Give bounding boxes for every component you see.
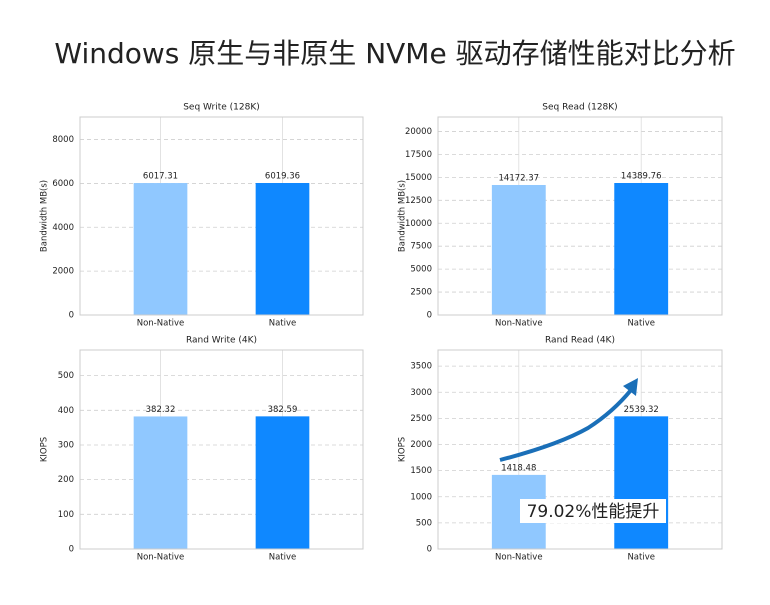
y-tick-label: 6000	[52, 179, 74, 189]
y-tick-label: 15000	[405, 173, 432, 183]
y-tick-label: 0	[427, 311, 432, 321]
y-tick-label: 20000	[405, 127, 432, 137]
x-tick-label: Native	[269, 553, 297, 563]
y-axis-label: KIOPS	[40, 437, 50, 462]
value-label: 382.59	[268, 405, 298, 415]
value-label: 14389.76	[621, 172, 662, 182]
bar	[133, 183, 188, 315]
subplot-title: Rand Write (4K)	[186, 336, 257, 346]
y-axis-label: Bandwidth MB(s)	[398, 180, 408, 252]
y-tick-label: 200	[58, 475, 74, 485]
y-tick-label: 2500	[410, 288, 432, 298]
axes-frame	[79, 349, 364, 550]
y-axis-label: KIOPS	[398, 437, 408, 462]
axes-frame	[79, 116, 364, 316]
value-label: 1418.48	[501, 463, 536, 473]
x-tick-label: Non-Native	[137, 553, 185, 563]
y-tick-label: 400	[58, 406, 74, 416]
y-tick-label: 0	[69, 311, 74, 321]
subplot-title: Rand Read (4K)	[545, 336, 615, 346]
subplot-title: Seq Write (128K)	[183, 103, 260, 113]
y-tick-label: 1500	[410, 466, 432, 476]
y-tick-label: 8000	[52, 135, 74, 145]
annotation-box	[520, 499, 666, 523]
y-tick-label: 3000	[410, 388, 432, 398]
bar	[614, 416, 669, 549]
value-label: 6019.36	[265, 171, 300, 181]
x-tick-label: Non-Native	[495, 319, 543, 329]
arrow-head	[623, 378, 638, 396]
x-tick-label: Native	[627, 319, 655, 329]
x-tick-label: Non-Native	[495, 553, 543, 563]
annotation: 79.02%性能提升	[527, 502, 660, 522]
value-label: 382.32	[146, 405, 176, 415]
value-label: 6017.31	[143, 172, 178, 182]
y-tick-label: 1000	[410, 492, 432, 502]
trend-arrow	[499, 388, 633, 462]
bar	[133, 416, 188, 549]
value-label: 2539.32	[624, 405, 659, 415]
y-tick-label: 2000	[52, 267, 74, 277]
y-tick-label: 5000	[410, 265, 432, 275]
axes-frame	[437, 116, 723, 316]
bar	[255, 416, 310, 549]
y-tick-label: 0	[427, 545, 432, 555]
bar	[491, 184, 546, 315]
y-tick-label: 4000	[52, 223, 74, 233]
x-tick-label: Native	[269, 319, 297, 329]
bar	[255, 182, 310, 315]
y-tick-label: 0	[69, 545, 74, 555]
x-tick-label: Non-Native	[137, 319, 185, 329]
y-tick-label: 2500	[410, 414, 432, 424]
y-tick-label: 2000	[410, 440, 432, 450]
bar	[614, 183, 669, 315]
y-tick-label: 3500	[410, 362, 432, 372]
y-tick-label: 100	[58, 510, 74, 520]
x-tick-label: Native	[627, 553, 655, 563]
y-axis-label: Bandwidth MB(s)	[40, 180, 50, 252]
page-title: Windows 原生与非原生 NVMe 驱动存储性能对比分析	[54, 37, 735, 70]
y-tick-label: 500	[58, 371, 74, 381]
y-tick-label: 17500	[405, 150, 432, 160]
y-tick-label: 500	[416, 518, 432, 528]
value-label: 14172.37	[499, 173, 540, 183]
axes-frame	[437, 349, 723, 550]
y-tick-label: 10000	[405, 219, 432, 229]
subplot-title: Seq Read (128K)	[542, 103, 617, 113]
y-tick-label: 300	[58, 440, 74, 450]
y-tick-label: 7500	[410, 242, 432, 252]
y-tick-label: 12500	[405, 196, 432, 206]
